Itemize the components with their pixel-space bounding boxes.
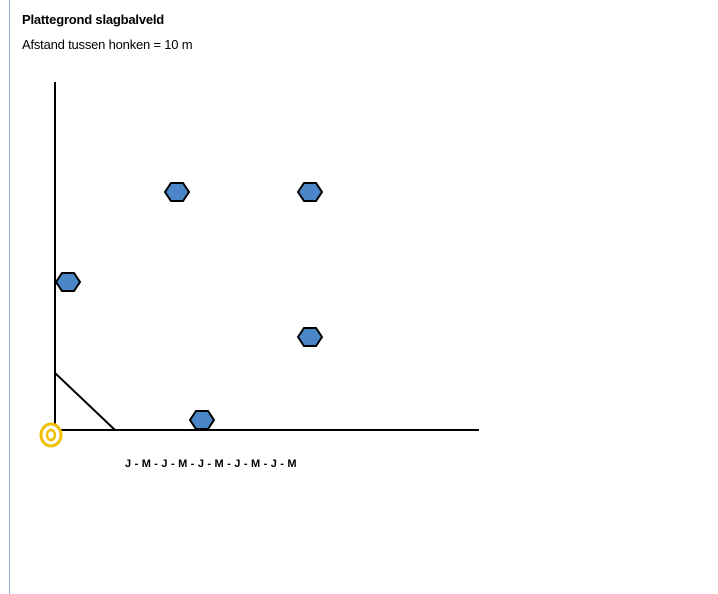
base-marker-top-right <box>296 182 324 202</box>
home-plate-icon <box>39 422 63 448</box>
base-marker-left <box>54 272 82 292</box>
page-margin-rule <box>9 0 10 594</box>
diagram-title: Plattegrond slagbalveld <box>22 12 165 27</box>
base-marker-top-left <box>163 182 191 202</box>
base-marker-right <box>296 327 324 347</box>
base-marker-home-line <box>188 410 216 430</box>
diagram-subtitle: Afstand tussen honken = 10 m <box>22 37 193 52</box>
batting-order-label: J - M - J - M - J - M - J - M - J - M <box>125 458 297 470</box>
batting-zone-diagonal <box>54 372 116 431</box>
